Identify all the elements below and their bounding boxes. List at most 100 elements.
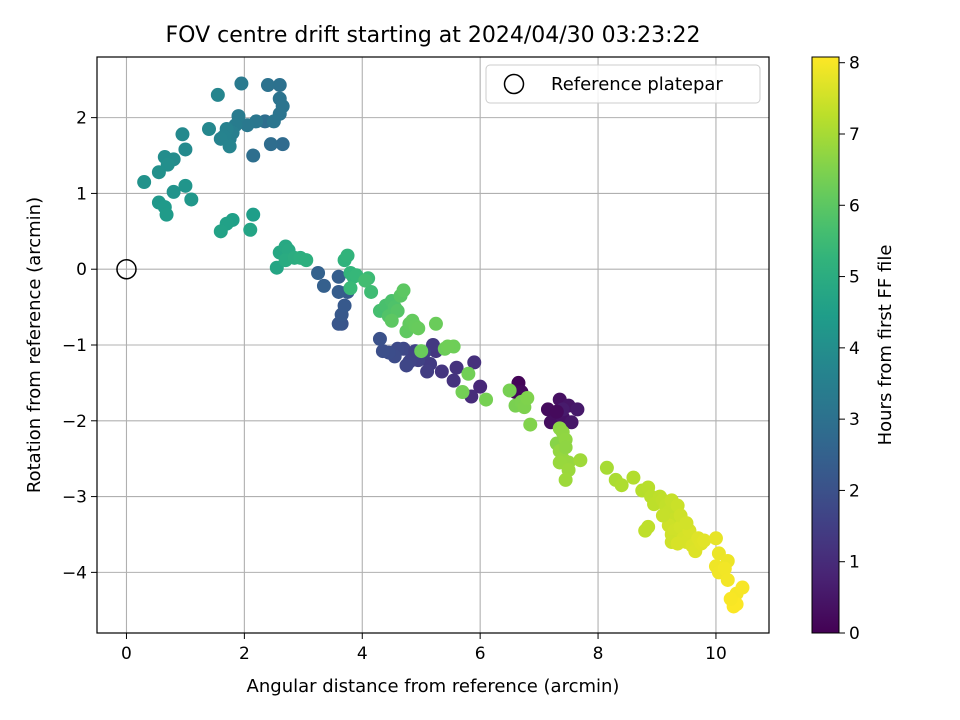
data-point	[473, 379, 488, 394]
data-point	[697, 533, 712, 548]
data-point	[446, 373, 461, 388]
x-axis-label: Angular distance from reference (arcmin)	[247, 676, 620, 697]
y-tick-label: 1	[76, 184, 87, 204]
colorbar-tick-label: 1	[849, 553, 860, 573]
data-point	[210, 87, 225, 102]
data-point	[573, 453, 588, 468]
colorbar-ticks: 0 1 2 3 4 5 6 7 8	[839, 54, 860, 644]
data-point	[467, 355, 482, 370]
data-point	[159, 207, 174, 222]
data-point	[564, 415, 579, 430]
data-point	[272, 78, 287, 93]
colorbar-tick-label: 6	[849, 196, 860, 216]
y-tick-label: −2	[62, 412, 87, 432]
data-point	[723, 591, 738, 606]
data-point	[358, 273, 373, 288]
x-axis-ticks: 0 2 4 6 8 10	[121, 633, 727, 664]
y-tick-label: −3	[62, 488, 87, 508]
data-point	[614, 478, 629, 493]
data-point	[461, 366, 476, 381]
data-point	[343, 281, 358, 296]
data-point	[166, 184, 181, 199]
data-point	[558, 472, 573, 487]
chart-title: FOV centre drift starting at 2024/04/30 …	[166, 23, 701, 48]
data-point	[178, 142, 193, 157]
colorbar-gradient	[811, 56, 840, 634]
data-point	[434, 364, 449, 379]
data-point	[735, 580, 750, 595]
colorbar: 0 1 2 3 4 5 6 7 8 Hours from first FF file	[811, 54, 896, 644]
data-point	[717, 561, 732, 576]
data-point	[523, 417, 538, 432]
colorbar-tick-label: 5	[849, 268, 860, 288]
legend: Reference platepar	[485, 64, 761, 104]
data-point	[151, 165, 166, 180]
data-point	[599, 460, 614, 475]
data-point	[364, 284, 379, 299]
data-point	[655, 508, 670, 523]
data-point	[184, 192, 199, 207]
grid-lines	[97, 57, 769, 633]
data-point	[520, 391, 535, 406]
y-tick-label: −4	[62, 563, 87, 583]
colorbar-tick-label: 3	[849, 410, 860, 430]
legend-box	[485, 64, 761, 104]
data-point	[275, 137, 290, 152]
x-tick-label: 8	[593, 644, 604, 664]
data-point	[428, 316, 443, 331]
colorbar-tick-label: 7	[849, 125, 860, 145]
data-point	[222, 139, 237, 154]
data-point	[679, 516, 694, 531]
legend-marker	[503, 73, 525, 95]
data-point	[260, 78, 275, 93]
x-tick-label: 6	[475, 644, 486, 664]
data-point	[414, 344, 429, 359]
data-point	[570, 402, 585, 417]
x-tick-label: 10	[705, 644, 727, 664]
data-point	[708, 531, 723, 546]
data-point	[234, 76, 249, 91]
data-point	[411, 321, 426, 336]
data-point	[670, 536, 685, 551]
y-axis-label: Rotation from reference (arcmin)	[24, 197, 45, 493]
data-point	[202, 122, 216, 136]
data-point	[243, 222, 258, 237]
data-point	[502, 383, 517, 398]
data-point	[331, 269, 346, 284]
data-point	[455, 384, 470, 399]
data-point	[479, 392, 494, 407]
data-point	[213, 224, 228, 239]
data-point	[440, 339, 455, 354]
y-tick-label: 0	[76, 260, 87, 280]
data-point	[337, 298, 352, 313]
data-point	[263, 137, 278, 152]
data-point	[299, 253, 314, 268]
data-point	[420, 364, 435, 379]
data-point	[558, 440, 573, 455]
data-point	[175, 127, 190, 142]
y-tick-label: 2	[76, 109, 87, 129]
data-point	[240, 118, 255, 133]
data-point	[316, 278, 331, 293]
data-point	[449, 360, 464, 375]
data-point	[137, 175, 152, 190]
colorbar-label: Hours from first FF file	[875, 245, 896, 446]
data-point	[375, 344, 390, 359]
data-point	[549, 404, 564, 419]
y-tick-label: −1	[62, 336, 87, 356]
data-point	[399, 358, 414, 373]
data-point	[384, 313, 399, 328]
data-point	[311, 266, 326, 280]
data-point	[246, 148, 261, 163]
data-point	[340, 248, 355, 263]
data-point	[246, 207, 261, 222]
y-axis-ticks: −4 −3 −2 −1 0 1 2	[62, 109, 97, 583]
x-tick-label: 0	[121, 644, 132, 664]
reference-platepar-marker	[116, 258, 137, 280]
data-point	[372, 331, 387, 346]
x-tick-label: 2	[239, 644, 250, 664]
x-tick-label: 4	[357, 644, 368, 664]
data-point	[178, 178, 193, 193]
data-point	[396, 283, 411, 298]
